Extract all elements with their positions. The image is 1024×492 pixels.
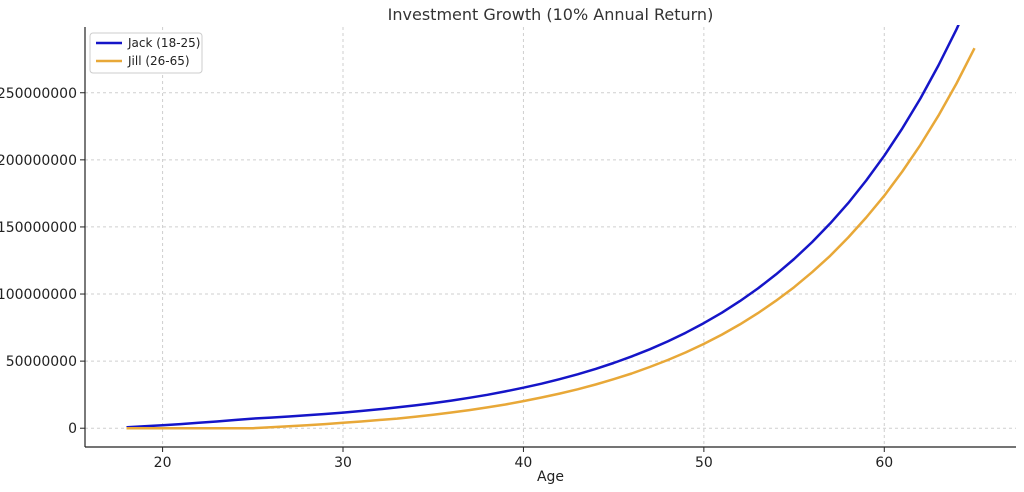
x-tick-label: 60 — [875, 455, 893, 471]
y-tick-label: 100000000 — [0, 287, 77, 303]
series-layer — [126, 25, 976, 430]
x-tick-label: 40 — [515, 455, 533, 471]
chart-title: Investment Growth (10% Annual Return) — [388, 5, 714, 24]
y-tick-label: 200000000 — [0, 153, 77, 169]
y-tick-label: 150000000 — [0, 220, 77, 236]
x-tick-label: 20 — [154, 455, 172, 471]
grid — [85, 27, 1016, 447]
legend-label: Jack (18-25) — [127, 36, 201, 50]
legend: Jack (18-25) Jill (26-65) — [89, 32, 203, 74]
x-axis-ticks: 20 30 40 50 60 — [154, 447, 893, 471]
series-line — [126, 47, 976, 430]
x-tick-label: 50 — [695, 455, 713, 471]
y-axis-ticks: 0 50000000 100000000 150000000 200000000 2500… — [0, 86, 85, 437]
y-tick-label: 50000000 — [6, 354, 77, 370]
legend-label: Jill (26-65) — [127, 54, 190, 68]
series-line — [126, 25, 960, 429]
x-axis-label: Age — [537, 469, 564, 485]
y-tick-label: 0 — [68, 421, 77, 437]
x-tick-label: 30 — [334, 455, 352, 471]
y-tick-label: 250000000 — [0, 86, 77, 102]
